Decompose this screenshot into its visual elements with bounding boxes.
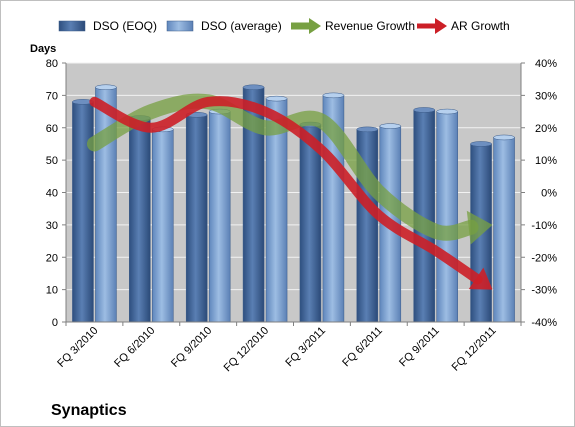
x-tick-label: FQ 9/2010 (169, 325, 214, 370)
y-left-tick-labels: 0 10 20 30 40 50 60 70 80 (46, 58, 66, 329)
y-right-tick-label: -40% (531, 317, 557, 329)
bar-top (470, 141, 492, 147)
chart-title: Synaptics (51, 402, 127, 419)
series-line (89, 96, 483, 285)
bar-top (242, 84, 265, 91)
x-tick-label: FQ 3/2011 (283, 325, 328, 370)
x-tick-label: FQ 12/2010 (222, 325, 272, 375)
x-tick-label: FQ 3/2010 (55, 325, 100, 370)
bar (129, 117, 151, 323)
y-left-tick-label: 10 (46, 285, 58, 297)
y-right-tick-label: 20% (535, 123, 557, 135)
legend-label: Revenue Growth (325, 19, 415, 33)
y-right-tick-label: 10% (535, 155, 557, 167)
bar (72, 101, 94, 323)
y-left-tick-label: 60 (46, 123, 58, 135)
bar (152, 129, 174, 323)
y-axis-title: Days (30, 43, 56, 55)
bar-top (356, 126, 379, 133)
bar (95, 87, 117, 323)
series-line (86, 93, 479, 241)
legend-label: DSO (EOQ) (93, 19, 157, 33)
y-left-tick-label: 50 (46, 155, 58, 167)
series-arrowhead (468, 267, 493, 290)
series-arrowhead (466, 210, 493, 245)
bar (185, 114, 208, 323)
legend-label: DSO (average) (201, 19, 282, 33)
y-left-tick-label: 30 (46, 220, 58, 232)
bar-top (379, 123, 402, 129)
y-left-tick-label: 70 (46, 90, 58, 102)
y-right-tick-label: -20% (531, 252, 557, 264)
x-tick-label: FQ 12/2011 (450, 325, 499, 374)
y-right-tick-labels: -40% -30% -20% -10% 0% 10% 20% 30% 40% (521, 58, 557, 329)
bar-top (436, 108, 458, 115)
legend-swatch (58, 20, 86, 32)
y-left-tick-label: 80 (46, 58, 58, 70)
legend-swatch-arrow (435, 18, 447, 34)
legend-label: AR Growth (451, 19, 510, 33)
legend-swatch-arrow (309, 18, 321, 34)
bar-top (413, 107, 435, 113)
y-left-tick-label: 20 (46, 252, 58, 264)
legend-swatch (166, 20, 194, 32)
bar-top (322, 92, 345, 99)
x-tick-label: FQ 9/2011 (397, 325, 442, 370)
legend: DSO (EOQ) DSO (average) Revenue Growth AR G… (58, 18, 510, 34)
line-series-group (86, 93, 493, 290)
bar-top (265, 95, 288, 102)
y-right-tick-label: -30% (531, 285, 557, 297)
y-right-tick-label: 0% (541, 188, 557, 200)
bar (436, 111, 458, 323)
x-tick-label: FQ 6/2011 (340, 325, 385, 370)
bar (493, 137, 515, 323)
bar-top (493, 134, 515, 141)
x-tick-labels: FQ 3/2010 FQ 6/2010 FQ 9/2010 FQ 12/2010 FQ … (55, 322, 522, 375)
bar-top (95, 84, 117, 91)
y-right-tick-label: 30% (535, 90, 557, 102)
bar (208, 111, 231, 323)
y-right-tick-label: -10% (531, 220, 557, 232)
y-left-tick-label: 40 (46, 188, 58, 200)
y-left-tick-label: 0 (52, 317, 58, 329)
y-right-tick-label: 40% (535, 58, 557, 70)
x-tick-label: FQ 6/2010 (112, 325, 157, 370)
bar (299, 124, 322, 323)
